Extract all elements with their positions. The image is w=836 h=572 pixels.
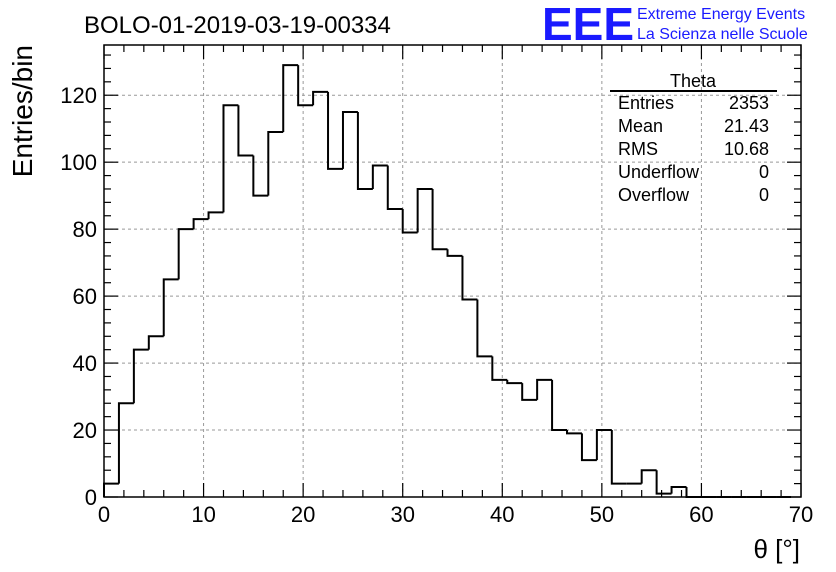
y-tick-label: 80	[73, 217, 97, 242]
histogram-bin	[117, 402, 134, 484]
y-tick-labels: 0 20 40 60 80 100 120	[60, 83, 97, 510]
histogram-bin	[103, 482, 119, 497]
histogram-bin	[267, 131, 284, 196]
histogram-bin	[610, 430, 627, 485]
y-axis-label: Entries/bin	[7, 45, 38, 177]
histogram-bin	[222, 104, 239, 213]
logo-line-2: La Scienza nelle Scuole	[637, 26, 808, 43]
axes	[103, 44, 802, 498]
y-tick-label: 100	[60, 150, 97, 175]
histogram-bin	[476, 299, 493, 358]
stats-title: Theta	[670, 71, 717, 91]
stats-value: 2353	[729, 93, 769, 113]
histogram-bin	[297, 65, 314, 107]
histogram-series	[103, 64, 792, 498]
histogram-bin	[282, 64, 299, 133]
histogram-bin	[386, 165, 403, 211]
histogram-bin	[566, 430, 582, 435]
histogram-bin	[551, 379, 568, 432]
logo-mark: EEE	[542, 0, 634, 50]
stats-value: 0	[759, 162, 769, 182]
x-tick-label: 10	[191, 502, 215, 527]
histogram-bin	[252, 155, 269, 197]
x-tick-label: 70	[789, 502, 813, 527]
stats-label: Mean	[618, 116, 663, 136]
x-tick-label: 30	[390, 502, 414, 527]
histogram-bin	[401, 209, 418, 234]
x-axis-label: θ [°]	[753, 534, 800, 564]
stats-value: 21.43	[724, 116, 769, 136]
stats-label: RMS	[618, 139, 658, 159]
histogram-bin	[177, 228, 194, 280]
histogram-bin	[416, 187, 433, 233]
y-tick-label: 120	[60, 83, 97, 108]
grid-lines	[104, 45, 801, 497]
y-tick-label: 20	[73, 418, 97, 443]
histogram-bin	[207, 211, 224, 220]
histogram-bin	[446, 249, 463, 257]
histogram-bin	[327, 91, 343, 170]
stats-label: Entries	[618, 93, 674, 113]
x-tick-label: 20	[291, 502, 315, 527]
histogram-bin	[312, 90, 329, 106]
plot-frame	[103, 44, 802, 498]
histogram-bin	[461, 255, 478, 301]
histogram-bin	[521, 383, 538, 401]
histogram-bin	[237, 105, 254, 157]
histogram-bin	[685, 486, 702, 498]
histogram-bin	[132, 348, 149, 404]
stats-value: 0	[759, 185, 769, 205]
histogram-bin	[640, 469, 657, 484]
stats-value: 10.68	[724, 139, 769, 159]
logo: EEE Extreme Energy Events La Scienza nel…	[542, 0, 808, 50]
x-tick-label: 60	[689, 502, 713, 527]
histogram-bin	[670, 485, 687, 494]
x-tick-labels: 0 10 20 30 40 50 60 70	[98, 502, 813, 527]
logo-line-1: Extreme Energy Events	[637, 6, 805, 23]
histogram-bin	[655, 470, 672, 495]
histogram-bin	[162, 278, 179, 337]
histogram-bin	[491, 356, 508, 381]
stats-label: Overflow	[618, 185, 690, 205]
histogram-bin	[356, 111, 373, 190]
y-tick-label: 60	[73, 284, 97, 309]
histogram-bin	[536, 378, 553, 400]
stats-rows: Entries 2353 Mean 21.43 RMS 10.68 Underflow 0 Ov…	[618, 93, 769, 205]
histogram-bin	[147, 335, 164, 350]
x-tick-label: 50	[590, 502, 614, 527]
histogram-bin	[506, 379, 523, 385]
y-tick-label: 0	[85, 485, 97, 510]
x-tick-label: 0	[98, 502, 110, 527]
chart-title: BOLO-01-2019-03-19-00334	[84, 12, 391, 39]
stats-box: Theta Entries 2353 Mean 21.43 RMS 10.68 Underf…	[610, 71, 777, 205]
histogram-bin	[371, 164, 388, 189]
histogram-bin	[580, 433, 597, 462]
histogram-bin	[595, 429, 612, 461]
histogram-bin	[192, 218, 209, 230]
histogram-bin	[341, 110, 358, 169]
x-tick-label: 40	[490, 502, 514, 527]
histogram-bin	[431, 188, 448, 251]
stats-label: Underflow	[618, 162, 700, 182]
y-tick-label: 40	[73, 351, 97, 376]
